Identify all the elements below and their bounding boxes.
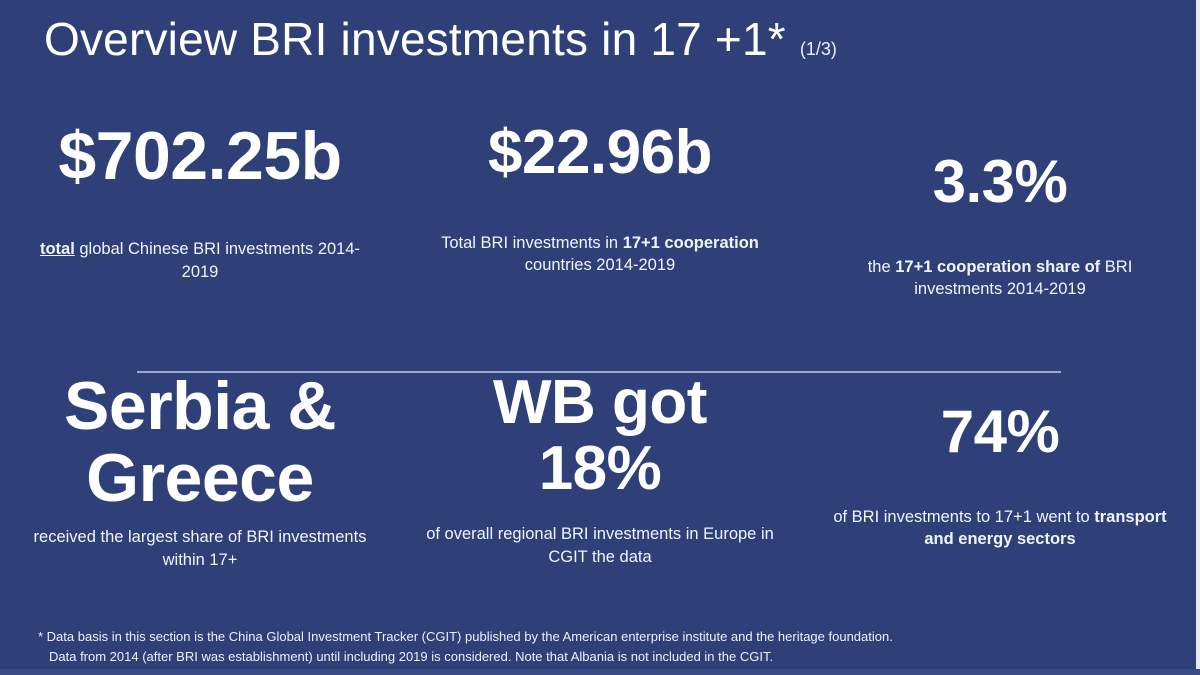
slide-bottom-edge xyxy=(0,669,1200,675)
stat-value-cooperation-share: 3.3% xyxy=(932,148,1068,215)
stat-card-largest-share-countries: Serbia & Greece received the largest sha… xyxy=(0,370,400,605)
stats-grid: $702.25b total global Chinese BRI invest… xyxy=(0,120,1200,605)
stat-card-cooperation-share: 3.3% the 17+1 cooperation share of BRI i… xyxy=(800,120,1200,370)
stat-value-western-balkans-share: WB got 18% xyxy=(493,368,707,503)
stat-card-western-balkans-share: WB got 18% of overall regional BRI inves… xyxy=(400,370,800,605)
stats-row-top: $702.25b total global Chinese BRI invest… xyxy=(0,120,1200,370)
caption-emphasis: 17+1 cooperation share of xyxy=(895,257,1101,276)
stat-caption-cooperation-share: the 17+1 cooperation share of BRI invest… xyxy=(826,256,1174,302)
stat-value-transport-energy-share: 74% xyxy=(940,398,1060,465)
page-title: Overview BRI investments in 17 +1* xyxy=(44,13,786,65)
stat-caption-total-17plus1-bri: Total BRI investments in 17+1 cooperatio… xyxy=(426,232,774,278)
caption-text: of BRI investments to 17+1 went to xyxy=(833,507,1095,526)
caption-text: of overall regional BRI investments in E… xyxy=(426,525,774,567)
slide-header: Overview BRI investments in 17 +1* (1/3) xyxy=(44,10,837,70)
footnote-line-2: Data from 2014 (after BRI was establishm… xyxy=(49,649,774,665)
stat-caption-total-global-bri: total global Chinese BRI investments 201… xyxy=(26,238,374,284)
stat-value-total-global-bri: $702.25b xyxy=(58,118,342,194)
section-divider xyxy=(137,371,1061,373)
caption-text: global Chinese BRI investments 2014-2019 xyxy=(74,240,361,281)
stats-row-bottom: Serbia & Greece received the largest sha… xyxy=(0,370,1200,605)
footnote-line-1: * Data basis in this section is the Chin… xyxy=(38,629,893,644)
stat-value-total-17plus1-bri: $22.96b xyxy=(487,118,713,187)
stat-value-largest-share-countries: Serbia & Greece xyxy=(64,368,336,517)
stat-card-transport-energy-share: 74% of BRI investments to 17+1 went to t… xyxy=(800,370,1200,605)
caption-emphasis: 17+1 cooperation xyxy=(622,233,759,252)
stat-caption-western-balkans-share: of overall regional BRI investments in E… xyxy=(426,523,774,569)
caption-text: countries 2014-2019 xyxy=(524,256,676,275)
footnote: * Data basis in this section is the Chin… xyxy=(38,627,1158,667)
caption-text: Total BRI investments in xyxy=(441,233,623,252)
stat-caption-transport-energy-share: of BRI investments to 17+1 went to trans… xyxy=(826,506,1174,552)
caption-text: the xyxy=(867,257,896,276)
caption-emphasis: total xyxy=(39,240,75,259)
stat-caption-largest-share-countries: received the largest share of BRI invest… xyxy=(26,526,374,572)
stat-card-total-global-bri: $702.25b total global Chinese BRI invest… xyxy=(0,120,400,370)
caption-text: BRI investments 2014-2019 xyxy=(914,257,1133,299)
caption-text: received the largest share of BRI invest… xyxy=(33,528,367,569)
page-indicator: (1/3) xyxy=(799,39,837,59)
caption-emphasis: transport and energy sectors xyxy=(924,507,1167,549)
stat-card-total-17plus1-bri: $22.96b Total BRI investments in 17+1 co… xyxy=(400,120,800,370)
slide-right-edge xyxy=(1196,0,1200,675)
